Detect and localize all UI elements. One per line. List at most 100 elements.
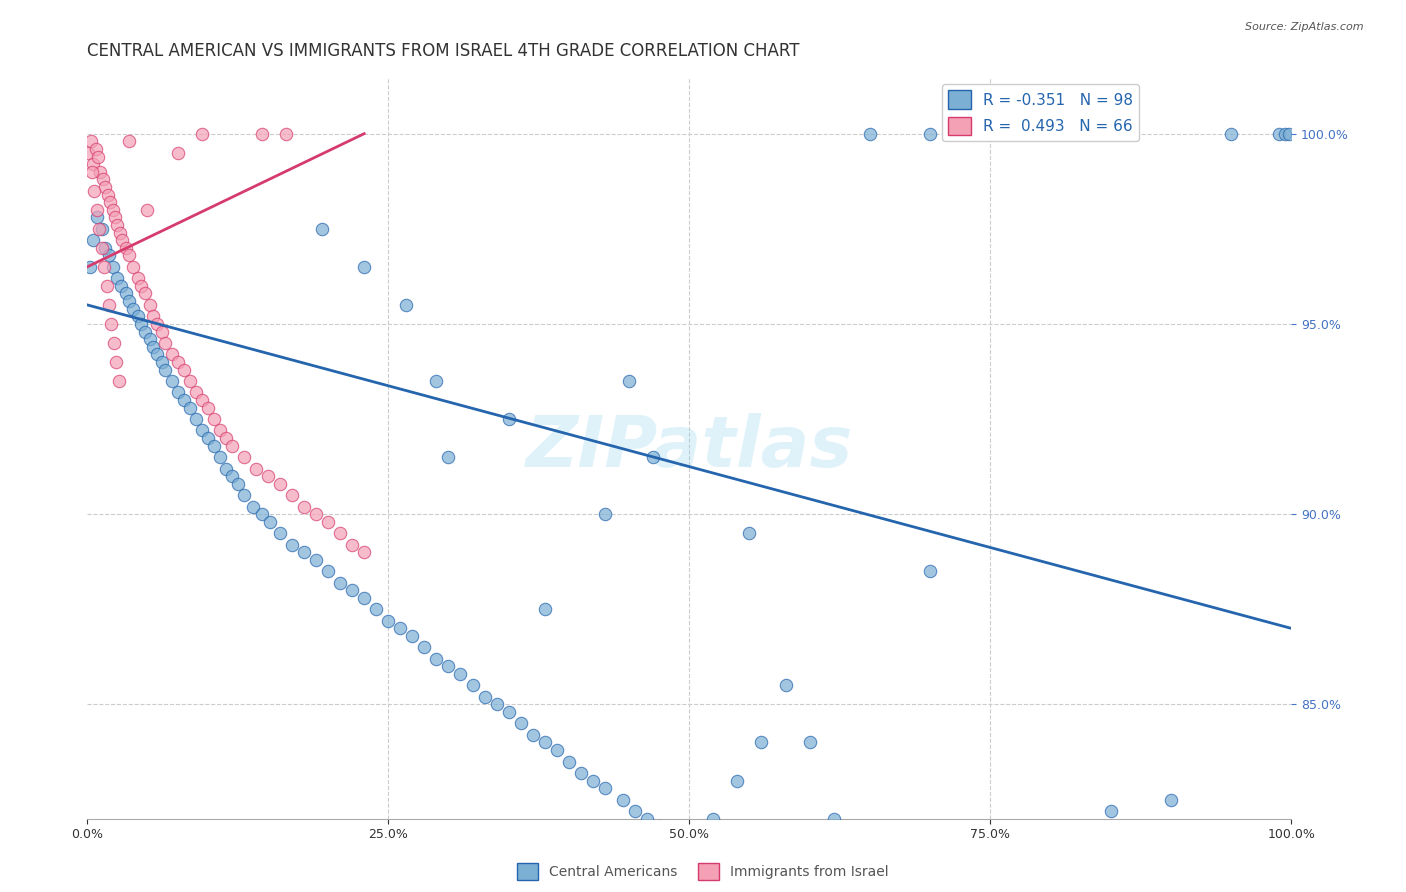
Point xyxy=(105,218,128,232)
Point xyxy=(269,476,291,491)
Legend: Central Americans, Immigrants from Israel: Central Americans, Immigrants from Israe… xyxy=(512,857,894,885)
Legend: R = -0.351   N = 98, R =  0.493   N = 66: R = -0.351 N = 98, R = 0.493 N = 66 xyxy=(942,84,1139,141)
Point xyxy=(160,374,183,388)
Point xyxy=(799,735,821,749)
Point xyxy=(127,271,149,285)
Point xyxy=(437,450,460,464)
Point xyxy=(80,134,103,148)
Point xyxy=(215,461,238,475)
Point xyxy=(136,202,159,217)
Point xyxy=(86,202,108,217)
Point xyxy=(89,222,111,236)
Point xyxy=(90,241,112,255)
Point xyxy=(83,184,105,198)
Point xyxy=(87,149,110,163)
Point xyxy=(146,317,169,331)
Point xyxy=(197,431,219,445)
Point xyxy=(425,374,447,388)
Point xyxy=(89,165,111,179)
Point xyxy=(82,233,104,247)
Point xyxy=(1039,127,1062,141)
Point xyxy=(624,804,647,818)
Point xyxy=(612,792,634,806)
Point xyxy=(242,500,264,514)
Point xyxy=(533,735,555,749)
Point xyxy=(190,424,212,438)
Point xyxy=(1274,127,1296,141)
Point xyxy=(311,222,333,236)
Point xyxy=(329,526,352,541)
Point xyxy=(340,538,363,552)
Point xyxy=(179,374,201,388)
Point xyxy=(142,340,165,354)
Point xyxy=(259,515,281,529)
Point xyxy=(395,298,418,312)
Point xyxy=(94,241,117,255)
Point xyxy=(105,271,128,285)
Point xyxy=(738,526,761,541)
Point xyxy=(533,602,555,616)
Point xyxy=(131,278,153,293)
Point xyxy=(775,678,797,692)
Point xyxy=(305,507,328,521)
Point xyxy=(1099,804,1122,818)
Point xyxy=(118,294,141,309)
Point xyxy=(97,298,120,312)
Point xyxy=(751,735,773,749)
Point xyxy=(316,515,339,529)
Point xyxy=(498,412,520,426)
Point xyxy=(823,812,845,826)
Point xyxy=(179,401,201,415)
Point xyxy=(245,461,267,475)
Point xyxy=(150,325,173,339)
Point xyxy=(389,621,412,635)
Point xyxy=(118,134,141,148)
Point xyxy=(221,439,243,453)
Point xyxy=(485,698,508,712)
Point xyxy=(101,260,124,274)
Point xyxy=(127,310,149,324)
Point xyxy=(461,678,484,692)
Point xyxy=(155,335,177,350)
Point xyxy=(558,755,581,769)
Point xyxy=(98,195,121,210)
Point xyxy=(110,278,132,293)
Point xyxy=(208,424,231,438)
Point xyxy=(522,728,544,742)
Point xyxy=(82,157,104,171)
Point xyxy=(142,310,165,324)
Point xyxy=(173,362,195,376)
Point xyxy=(329,575,352,590)
Point xyxy=(93,260,115,274)
Point xyxy=(118,248,141,262)
Point xyxy=(160,347,183,361)
Point xyxy=(100,317,122,331)
Point xyxy=(184,385,207,400)
Point xyxy=(340,583,363,598)
Point xyxy=(281,538,304,552)
Point xyxy=(425,652,447,666)
Point xyxy=(593,781,616,796)
Point xyxy=(86,211,108,225)
Point xyxy=(509,716,531,731)
Point xyxy=(281,488,304,502)
Point xyxy=(139,332,162,346)
Point xyxy=(450,667,472,681)
Point xyxy=(269,526,291,541)
Text: CENTRAL AMERICAN VS IMMIGRANTS FROM ISRAEL 4TH GRADE CORRELATION CHART: CENTRAL AMERICAN VS IMMIGRANTS FROM ISRA… xyxy=(87,42,800,60)
Point xyxy=(859,127,882,141)
Point xyxy=(103,335,125,350)
Point xyxy=(1220,127,1243,141)
Point xyxy=(643,450,665,464)
Point xyxy=(582,773,605,788)
Point xyxy=(84,142,107,156)
Point xyxy=(77,145,100,160)
Point xyxy=(226,476,249,491)
Point xyxy=(197,401,219,415)
Point xyxy=(134,325,156,339)
Point xyxy=(131,317,153,331)
Point xyxy=(232,450,254,464)
Point xyxy=(353,260,375,274)
Point xyxy=(94,180,117,194)
Point xyxy=(97,248,120,262)
